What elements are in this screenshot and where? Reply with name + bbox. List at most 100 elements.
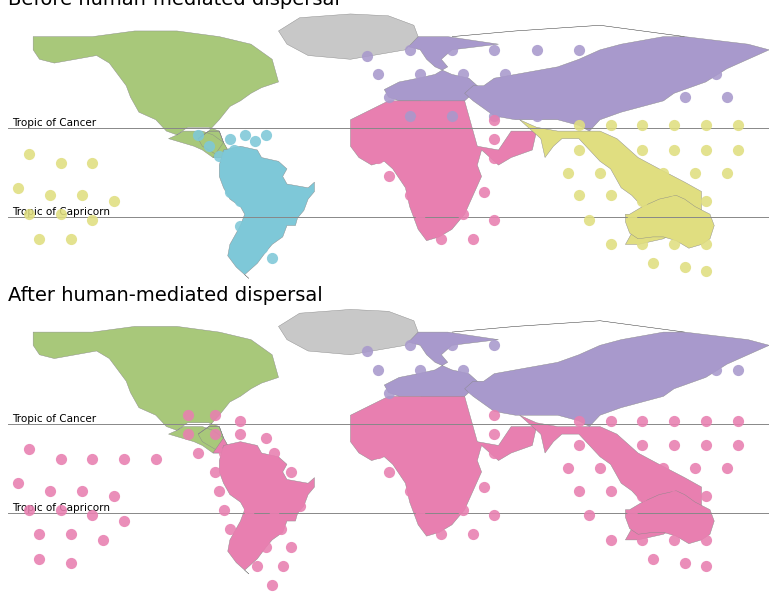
- Point: [710, 365, 723, 374]
- Point: [23, 209, 35, 219]
- Point: [224, 187, 236, 197]
- Point: [636, 441, 649, 450]
- Point: [33, 529, 46, 539]
- Point: [234, 416, 246, 426]
- Point: [488, 341, 500, 350]
- Point: [424, 172, 437, 182]
- Point: [86, 159, 99, 168]
- Point: [699, 561, 712, 571]
- Polygon shape: [350, 396, 537, 536]
- Point: [266, 168, 278, 177]
- Point: [234, 221, 246, 230]
- Point: [636, 145, 649, 155]
- Point: [636, 196, 649, 206]
- Point: [573, 191, 585, 200]
- Point: [699, 45, 712, 55]
- Point: [65, 558, 78, 567]
- Point: [605, 145, 617, 155]
- Point: [667, 145, 681, 155]
- Point: [266, 581, 278, 590]
- Point: [260, 543, 272, 552]
- Point: [44, 486, 56, 496]
- Point: [54, 505, 67, 514]
- Point: [256, 202, 268, 212]
- Point: [414, 209, 427, 219]
- Point: [260, 433, 272, 443]
- Polygon shape: [278, 14, 418, 59]
- Text: Before human-mediated dispersal: Before human-mediated dispersal: [8, 0, 340, 9]
- Point: [245, 206, 257, 215]
- Point: [107, 491, 120, 501]
- Point: [488, 111, 500, 121]
- Point: [636, 535, 649, 545]
- Text: Tropic of Capricorn: Tropic of Capricorn: [12, 207, 110, 217]
- Point: [361, 51, 374, 60]
- Point: [414, 69, 427, 79]
- Point: [371, 429, 384, 439]
- Point: [118, 454, 131, 464]
- Point: [731, 341, 744, 350]
- Point: [414, 365, 427, 374]
- Point: [266, 253, 278, 262]
- Point: [456, 134, 469, 144]
- Point: [467, 172, 479, 182]
- Point: [456, 209, 469, 219]
- Point: [23, 444, 35, 454]
- Point: [371, 411, 384, 420]
- Polygon shape: [520, 120, 702, 244]
- Point: [467, 234, 479, 244]
- Point: [403, 111, 416, 121]
- Point: [65, 234, 78, 244]
- Point: [107, 196, 120, 206]
- Point: [234, 467, 246, 477]
- Point: [228, 145, 240, 155]
- Point: [488, 411, 500, 420]
- Point: [689, 168, 702, 177]
- Point: [414, 429, 427, 439]
- Point: [414, 153, 427, 162]
- Point: [699, 145, 712, 155]
- Point: [118, 516, 131, 526]
- Point: [467, 467, 479, 477]
- Point: [371, 134, 384, 144]
- Point: [678, 558, 691, 567]
- Point: [218, 448, 230, 458]
- Polygon shape: [625, 491, 714, 544]
- Point: [699, 121, 712, 130]
- Point: [615, 45, 627, 55]
- Point: [625, 215, 638, 225]
- Point: [424, 89, 437, 98]
- Point: [573, 441, 585, 450]
- Point: [234, 543, 246, 552]
- Point: [424, 467, 437, 477]
- Polygon shape: [625, 195, 714, 248]
- Polygon shape: [278, 309, 418, 355]
- Point: [689, 516, 702, 526]
- Point: [605, 486, 617, 496]
- Point: [657, 463, 670, 473]
- Point: [239, 486, 251, 496]
- Point: [699, 491, 712, 501]
- Point: [456, 365, 469, 374]
- Point: [446, 45, 458, 55]
- Point: [242, 505, 255, 514]
- Point: [573, 416, 585, 426]
- Point: [667, 441, 681, 450]
- Point: [192, 130, 204, 140]
- Point: [86, 511, 99, 520]
- Point: [414, 115, 427, 125]
- Point: [382, 92, 395, 102]
- Polygon shape: [350, 101, 537, 241]
- Point: [605, 441, 617, 450]
- Point: [371, 365, 384, 374]
- Point: [23, 505, 35, 514]
- Point: [573, 121, 585, 130]
- Point: [75, 486, 88, 496]
- Point: [689, 221, 702, 230]
- Point: [488, 134, 500, 144]
- Point: [573, 145, 585, 155]
- Point: [192, 448, 204, 458]
- Point: [477, 187, 490, 197]
- Point: [456, 411, 469, 420]
- Point: [605, 239, 617, 249]
